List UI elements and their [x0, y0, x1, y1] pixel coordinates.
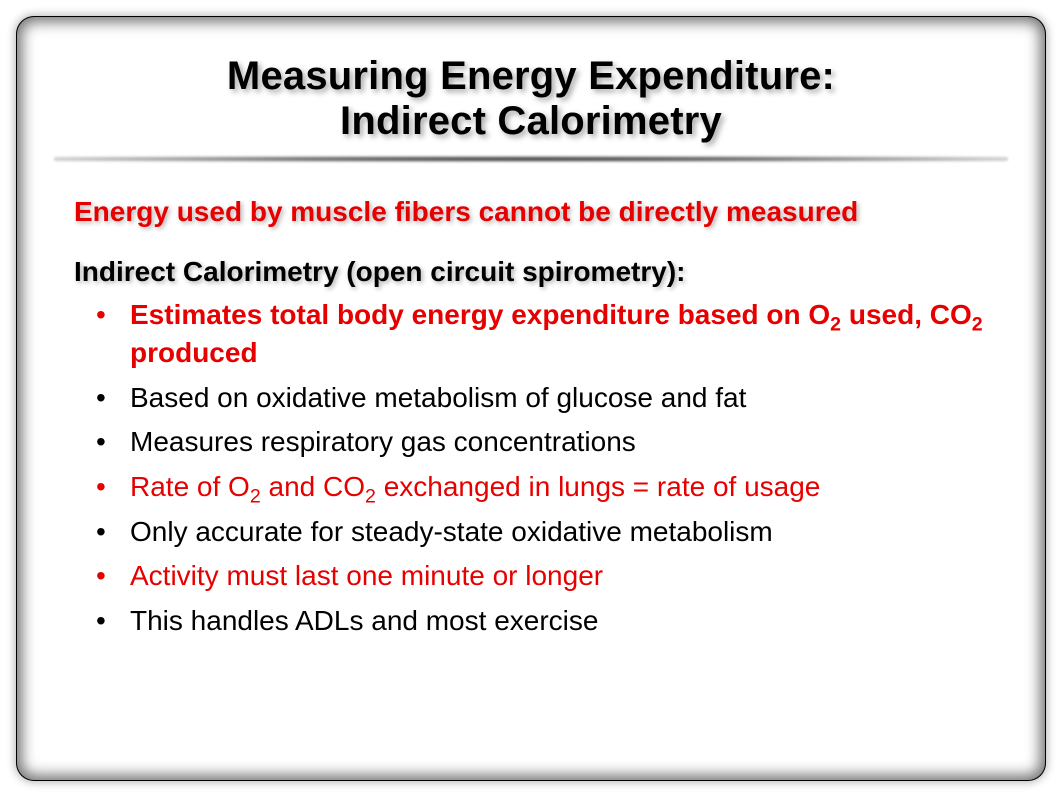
lead-text: Energy used by muscle fibers cannot be d…	[74, 196, 988, 228]
subheading: Indirect Calorimetry (open circuit spiro…	[74, 256, 988, 288]
slide-frame: Measuring Energy Expenditure: Indirect C…	[16, 16, 1046, 781]
bullet-item: Activity must last one minute or longer	[96, 557, 988, 596]
bullet-item: Estimates total body energy expenditure …	[96, 296, 988, 373]
title-line-2: Indirect Calorimetry	[340, 99, 722, 143]
slide-title: Measuring Energy Expenditure: Indirect C…	[74, 54, 988, 144]
title-divider	[54, 156, 1008, 162]
bullet-item: Only accurate for steady-state oxidative…	[96, 513, 988, 552]
title-line-1: Measuring Energy Expenditure:	[227, 54, 835, 98]
bullet-list: Estimates total body energy expenditure …	[74, 296, 988, 641]
bullet-item: Measures respiratory gas concentrations	[96, 423, 988, 462]
bullet-item: This handles ADLs and most exercise	[96, 602, 988, 641]
slide-content: Measuring Energy Expenditure: Indirect C…	[16, 16, 1046, 781]
bullet-item: Rate of O2 and CO2 exchanged in lungs = …	[96, 468, 988, 507]
bullet-item: Based on oxidative metabolism of glucose…	[96, 379, 988, 418]
